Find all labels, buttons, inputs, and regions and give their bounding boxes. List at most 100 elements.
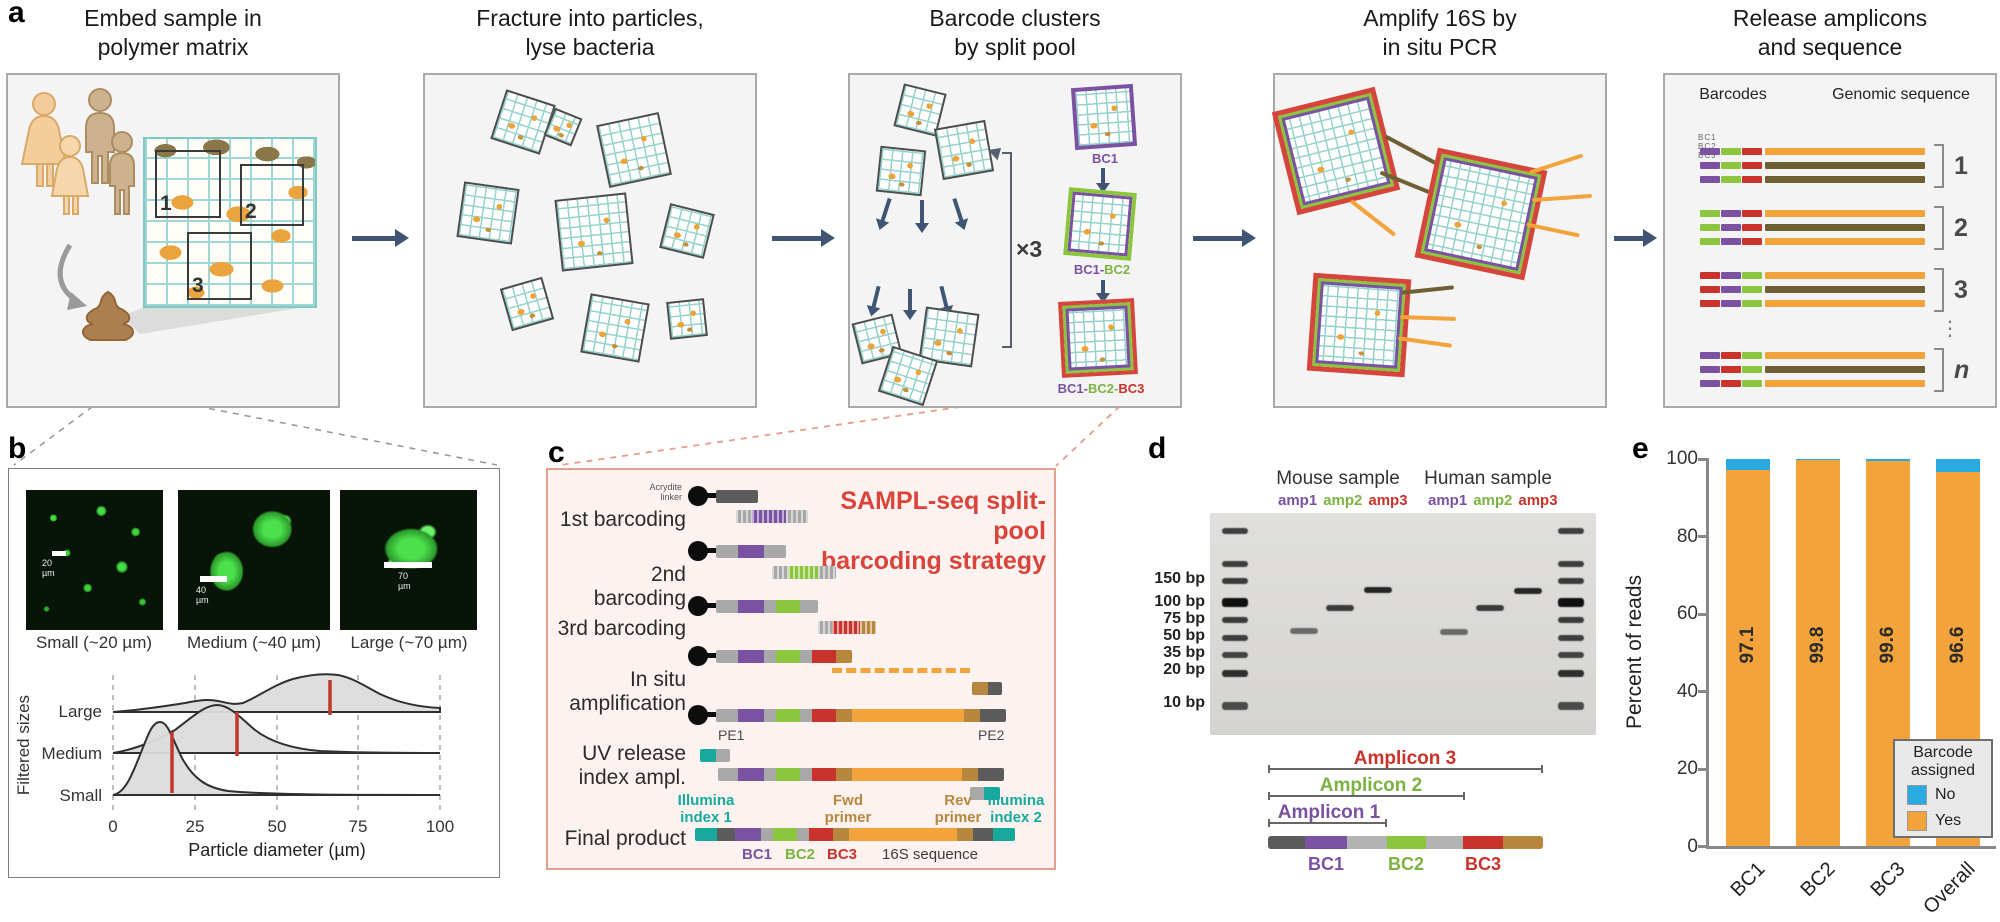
bcseg: [1700, 162, 1720, 169]
people-icon: [20, 88, 135, 215]
bcseg: [1700, 272, 1720, 279]
step-title-1-line2: polymer matrix: [97, 33, 249, 60]
step-label-5-line2: index ampl.: [578, 766, 686, 790]
amp3-label: amp3: [1518, 492, 1558, 509]
bc1-part: BC1-: [1057, 381, 1088, 396]
bc1-final-label: BC1: [741, 846, 772, 863]
bead-icon: [688, 541, 708, 561]
scalebar-40um: [200, 576, 227, 582]
c-lg: [718, 768, 738, 781]
amp1-label: amp1: [1428, 492, 1468, 509]
gband: [1558, 528, 1584, 534]
b-xtick-0: 0: [108, 817, 118, 836]
gband: [1558, 652, 1584, 658]
bcseg: [1721, 272, 1741, 279]
repeat-count: ×3: [1016, 236, 1043, 262]
c-pur: [735, 828, 761, 841]
pe1-label: PE1: [718, 727, 745, 743]
genomic-heading: Genomic sequence: [1832, 86, 1970, 103]
bcseg: [1721, 148, 1741, 155]
legend-title-line1: Barcode: [1913, 744, 1973, 761]
read-strand: [1700, 272, 1925, 279]
c-lg: [772, 566, 788, 579]
decoration: [20, 92, 68, 187]
row-label-medium: Medium: [41, 744, 102, 763]
c-lg: [764, 768, 776, 781]
bcseg: [1742, 366, 1762, 373]
c-grn: [776, 768, 800, 781]
row-label-large: Large: [58, 702, 102, 721]
b-xtick-100: 100: [425, 817, 455, 836]
c-dg: [980, 709, 1006, 722]
ladder-35bp: 35 bp: [1163, 644, 1205, 661]
16s-label: 16S sequence: [882, 846, 978, 863]
e-ytick-0: 0: [1687, 836, 1698, 857]
bcseg: [1721, 210, 1741, 217]
rev-primer-label: Rev primer: [928, 792, 988, 826]
bar-bc1-no: [1726, 459, 1770, 471]
c-lg: [786, 510, 808, 523]
rev-primer-line1: Rev: [944, 792, 972, 809]
illumina-index2-line2: index 2: [990, 808, 1042, 826]
median-lines: [170, 680, 332, 793]
c-tan: [836, 768, 852, 781]
read-strand: [1700, 210, 1925, 217]
acrydite-label: Acrydite linker: [632, 482, 682, 503]
decoration: [59, 135, 81, 157]
c-dg: [978, 768, 1004, 781]
human-sample-header: Human sample: [1424, 468, 1552, 489]
c-org: [852, 768, 962, 781]
density-curves: [112, 673, 441, 796]
map-bc2-label: BC2: [1387, 854, 1424, 874]
bcseg: [1700, 224, 1720, 231]
acrydite-line2: linker: [660, 491, 682, 502]
illumina-index2-label: Illumina index 2: [978, 792, 1054, 826]
dashed-link-c-right: [1055, 405, 1121, 467]
bead-link: [706, 493, 716, 498]
legend-swatch-yes: [1907, 811, 1927, 832]
step-title-4-line1: Amplify 16S by: [1363, 5, 1517, 31]
bead-link: [706, 653, 716, 658]
e-xlabel-overall: Overall: [1919, 858, 1980, 919]
decoration: [109, 131, 135, 215]
b-xtick-25: 25: [185, 817, 205, 836]
decoration: [46, 163, 54, 187]
bc1-oligo: [736, 510, 808, 523]
gband: [1558, 561, 1584, 567]
flow-arrow-3: [1193, 229, 1256, 247]
map-seg: [1268, 836, 1305, 849]
gband: [1222, 635, 1248, 641]
gband: [1222, 561, 1248, 567]
c-lg: [716, 749, 730, 762]
bar-bc1-yes: [1726, 470, 1770, 846]
region-label-1: 1: [160, 192, 172, 215]
b-xtick-75: 75: [348, 817, 368, 836]
band-mouse-amp3: [1364, 587, 1392, 593]
step-title-5-line1: Release amplicons: [1732, 5, 1928, 31]
ladder-150bp: 150 bp: [1154, 570, 1205, 587]
bcseg: [1742, 380, 1762, 387]
decoration: [36, 163, 44, 187]
band-mouse-amp1: [1290, 628, 1318, 634]
gband: [1558, 617, 1584, 623]
mouse-sample-header: Mouse sample: [1276, 468, 1400, 489]
bar-overall-value: 96.6: [1947, 626, 1968, 664]
longseg: [1765, 380, 1925, 387]
e-xlabel-bc1: BC1: [1726, 858, 1770, 902]
read-strand: [1700, 300, 1925, 307]
c-org: [852, 709, 964, 722]
bead-icon: [688, 596, 708, 616]
bcseg: [1700, 366, 1720, 373]
polymer-matrix: [143, 137, 317, 308]
amp3-label: amp3: [1368, 492, 1408, 509]
amp1-label: amp1: [1278, 492, 1318, 509]
legend-title: Barcode assigned: [1895, 744, 1991, 779]
bcseg: [1721, 224, 1741, 231]
step-label-6: Final product: [564, 827, 686, 850]
c-tan: [860, 621, 876, 634]
bcseg: [1742, 162, 1762, 169]
c-lg: [797, 828, 809, 841]
read-strand: [1700, 238, 1925, 245]
bcseg: [1742, 148, 1762, 155]
released-strand: [718, 768, 1004, 781]
